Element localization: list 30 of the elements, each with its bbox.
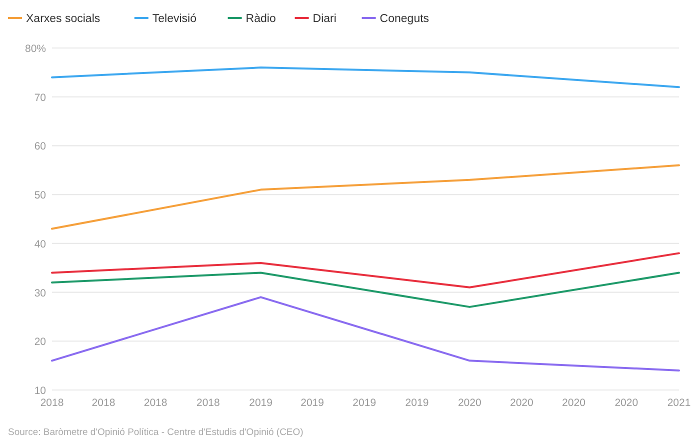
x-tick-label: 2019 <box>405 397 429 409</box>
x-tick-label: 2018 <box>40 397 64 409</box>
y-tick-label: 30 <box>34 287 46 300</box>
x-tick-label: 2019 <box>249 397 273 409</box>
source-note: Source: Baròmetre d'Opinió Política - Centre d'Estudis d'Opinió (CEO) <box>8 427 304 438</box>
line-series <box>51 252 680 288</box>
line-series <box>51 164 680 230</box>
legend-label: Diari <box>312 13 336 25</box>
x-tick-label: 2020 <box>510 397 534 409</box>
y-tick-label: 50 <box>34 190 46 202</box>
x-tick-label: 2019 <box>352 397 376 409</box>
line-series <box>51 66 680 88</box>
x-tick-label: 2021 <box>667 397 691 409</box>
legend-label: Coneguts <box>380 13 430 25</box>
y-tick-label: 40 <box>34 238 46 250</box>
y-tick-label: 10 <box>34 385 46 397</box>
y-tick-label: 70 <box>34 92 46 104</box>
y-tick-label: 20 <box>34 336 46 348</box>
x-tick-label: 2019 <box>300 397 324 409</box>
legend-label: Televisió <box>152 13 197 25</box>
x-tick-label: 2020 <box>562 397 586 409</box>
x-tick-label: 2018 <box>144 397 168 409</box>
x-tick-label: 2018 <box>92 397 116 409</box>
x-tick-label: 2018 <box>196 397 220 409</box>
y-tick-label: 80% <box>24 43 46 55</box>
x-tick-label: 2020 <box>614 397 638 409</box>
legend-label: Ràdio <box>246 13 276 25</box>
y-tick-label: 60 <box>34 140 46 153</box>
legend-label: Xarxes socials <box>26 13 100 25</box>
x-tick-label: 2020 <box>458 397 482 409</box>
